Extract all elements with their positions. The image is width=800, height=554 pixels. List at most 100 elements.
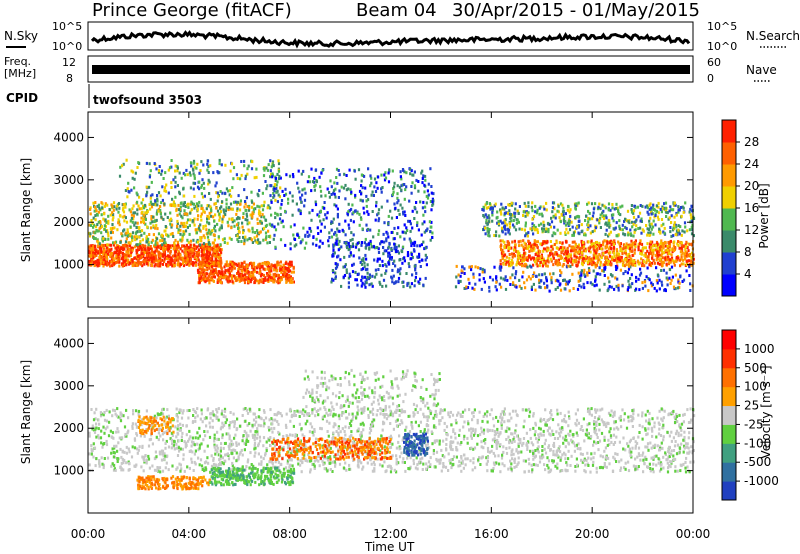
rti-cell [589,250,592,254]
rti-cell [208,265,211,268]
rti-cell [287,201,290,205]
rti-cell [505,211,508,215]
rti-cell [285,280,288,284]
rti-cell [681,258,685,262]
rti-cell [365,257,368,261]
rti-cell [196,268,200,272]
rti-cell [320,171,323,175]
rti-cell [140,229,144,233]
rti-cell [596,243,599,247]
rti-cell [107,214,110,218]
rti-cell [518,284,521,288]
rti-cell [181,234,184,238]
rti-cell [213,269,216,273]
rti-cell [580,273,583,277]
rti-cell [656,215,659,219]
rti-cell [200,271,203,275]
rti-cell [626,288,629,292]
rti-cell [266,264,270,268]
rti-cell [148,203,151,207]
rti-cell [578,274,582,278]
rti-cell [344,233,347,237]
rti-cell [216,259,219,263]
rti-cell [588,211,591,215]
rti-cell [247,280,250,283]
rti-cell [665,276,668,280]
rti-cell [615,248,618,252]
rti-cell [119,248,122,252]
rti-cell [536,208,539,212]
rti-cell [407,219,410,223]
rti-cell [377,217,381,221]
rti-cell [192,181,195,185]
rti-cell [280,277,283,281]
rti-cell [352,220,355,224]
rti-cell [579,246,582,250]
rti-cell [622,243,625,247]
rti-cell [284,209,287,213]
rti-cell [261,261,264,265]
rti-cell [189,218,192,222]
rti-cell [214,268,217,271]
rti-cell [205,272,209,276]
rti-cell [231,220,234,224]
rti-cell [461,265,464,269]
rti-cell [423,220,426,224]
rti-cell [94,245,97,248]
rti-cell [108,208,111,211]
rti-cell [245,277,248,281]
rti-cell [638,273,642,277]
rti-cell [251,230,254,234]
rti-cell [202,270,205,274]
rti-cell [331,254,334,258]
rti-cell [612,219,615,223]
rti-cell [332,278,335,282]
rti-cell [202,181,205,185]
rti-cell [521,275,524,279]
rti-cell [145,185,148,189]
rti-cell [195,231,198,235]
rti-cell [223,210,226,214]
rti-cell [499,470,502,474]
rti-cell [94,225,98,229]
rti-cell [221,191,224,195]
rti-cell [169,258,172,262]
rti-cell [552,256,555,260]
rti-cell [675,213,678,217]
rti-cell [181,256,184,260]
rti-cell [287,270,290,274]
rti-cell [546,285,549,289]
rti-cell [118,254,121,258]
rti-cell [661,256,664,260]
rti-cell [342,275,345,279]
rti-cell [173,259,176,263]
rti-cell [658,230,661,233]
rti-cell [529,277,532,281]
rti-cell [663,226,666,230]
rti-cell [129,254,132,257]
rti-cell [418,252,421,256]
rti-cell [485,218,488,222]
rti-cell [218,215,221,219]
rti-cell [113,251,116,255]
rti-cell [637,245,640,249]
rti-cell [334,275,337,279]
rti-cell [208,192,211,195]
rti-cell [267,163,270,167]
rti-cell [251,241,254,244]
rti-cell [383,221,386,225]
rti-cell [368,247,371,251]
rti-cell [93,205,97,209]
rti-cell [168,218,171,222]
rti-cell [406,229,409,232]
rti-cell [533,242,536,246]
rti-cell [484,226,487,230]
rti-cell [354,193,357,197]
rti-cell [272,264,275,268]
rti-cell [223,407,227,411]
rti-cell [141,210,144,214]
rti-cell [545,264,548,268]
rti-cell [383,173,386,177]
rti-cell [298,235,301,239]
rti-cell [524,262,527,266]
